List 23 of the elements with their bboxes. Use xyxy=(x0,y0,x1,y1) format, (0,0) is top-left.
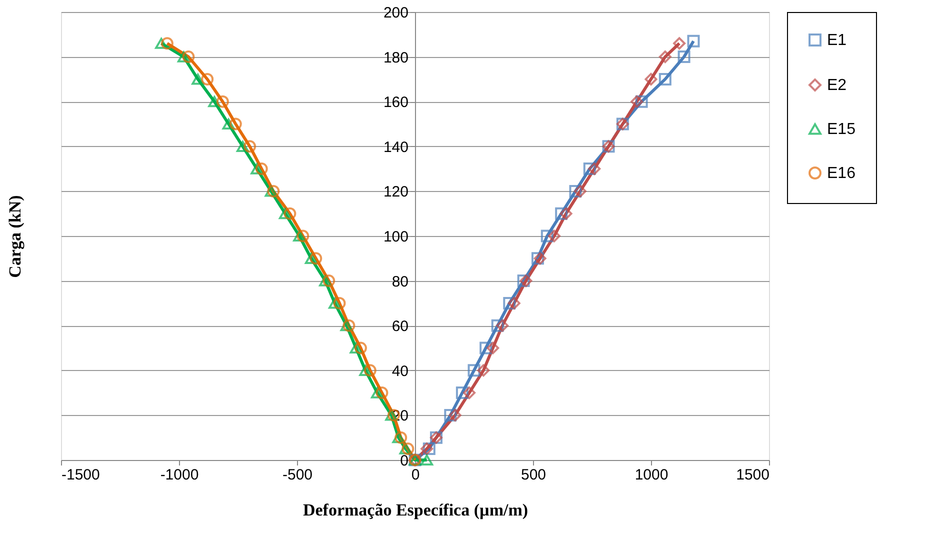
y-tick-label: 160 xyxy=(383,94,408,112)
legend-label: E1 xyxy=(827,32,847,49)
y-axis-title: Carga (kN) xyxy=(5,195,24,278)
y-tick-label: 0 xyxy=(400,452,408,470)
legend-label: E15 xyxy=(827,121,856,138)
x-tick-label: -500 xyxy=(282,466,313,484)
legend-label: E2 xyxy=(827,77,847,94)
x-tick-label: -1500 xyxy=(62,466,100,484)
y-tick-label: 200 xyxy=(383,4,408,22)
y-tick-label: 180 xyxy=(383,49,408,66)
y-tick-label: 120 xyxy=(383,184,408,201)
y-tick-label: 80 xyxy=(392,273,408,290)
x-tick-label: 0 xyxy=(411,466,420,484)
x-tick-label: 1000 xyxy=(634,466,668,484)
x-tick-label: -1000 xyxy=(160,466,199,484)
x-tick-label: 1500 xyxy=(736,466,770,484)
y-tick-label: 140 xyxy=(383,138,408,156)
x-axis-title: Deformação Específica (µm/m) xyxy=(302,500,528,520)
y-tick-label: 60 xyxy=(392,318,408,336)
y-tick-label: 100 xyxy=(383,228,408,246)
x-tick-label: 500 xyxy=(520,466,546,484)
legend-label: E16 xyxy=(827,165,856,182)
y-tick-label: 40 xyxy=(392,362,408,380)
